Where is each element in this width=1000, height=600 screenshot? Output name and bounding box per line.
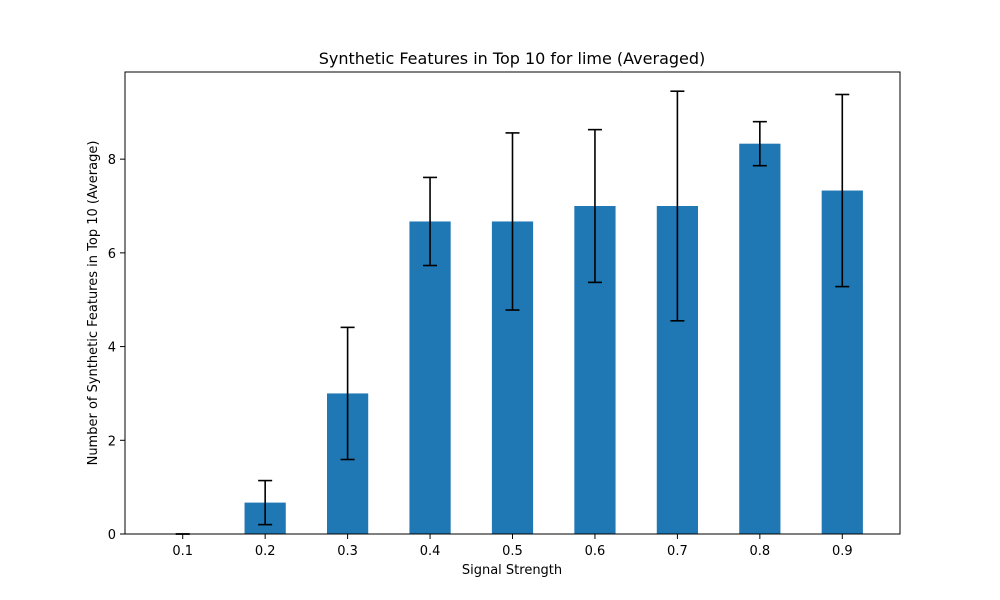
x-tick-label: 0.5: [502, 544, 523, 559]
bar: [739, 143, 781, 535]
x-axis-label: Signal Strength: [462, 563, 562, 578]
y-tick-label: 4: [108, 341, 116, 356]
y-tick-label: 0: [108, 528, 116, 543]
y-tick-label: 2: [108, 434, 116, 449]
x-tick-label: 0.2: [255, 544, 276, 559]
x-tick-label: 0.6: [585, 544, 606, 559]
y-axis-label: Number of Synthetic Features in Top 10 (…: [86, 141, 101, 466]
y-tick-label: 6: [108, 247, 116, 262]
bar: [409, 221, 451, 534]
chart-title: Synthetic Features in Top 10 for lime (A…: [319, 49, 706, 68]
x-tick-label: 0.7: [667, 544, 688, 559]
y-tick-label: 8: [108, 153, 116, 168]
x-tick-label: 0.3: [337, 544, 358, 559]
x-tick-label: 0.4: [420, 544, 441, 559]
x-tick-label: 0.8: [749, 544, 770, 559]
x-tick-label: 0.9: [832, 544, 853, 559]
x-tick-label: 0.1: [172, 544, 193, 559]
plot-area: 0.1 0.2 0.3 0.4 0.5 0.6 0.7 0.8 0.9 0 2 4 6 8: [108, 71, 901, 559]
